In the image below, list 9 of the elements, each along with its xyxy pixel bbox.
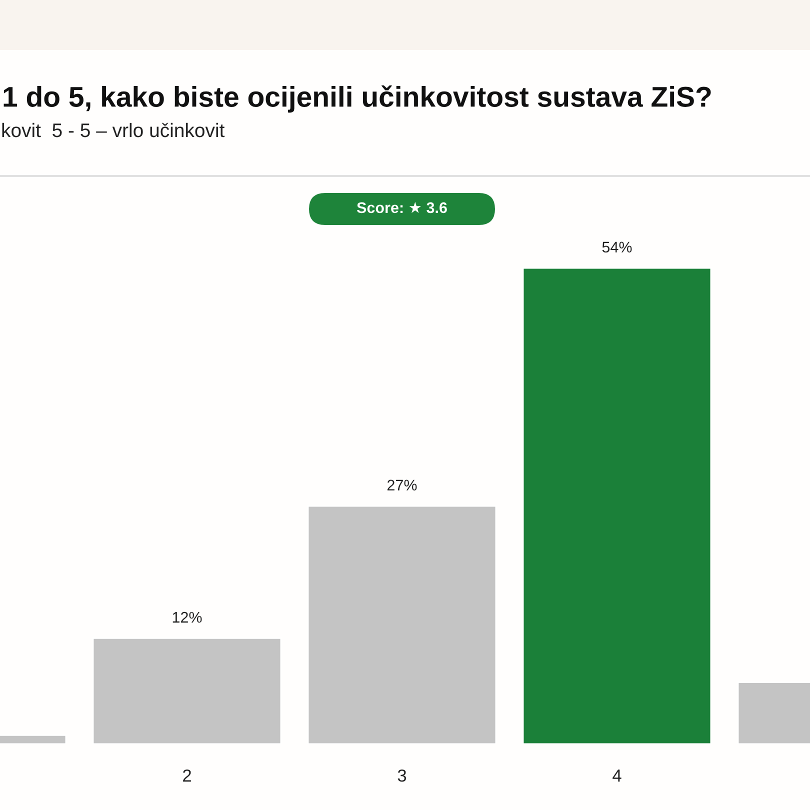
x-tick-label: 4 [612,770,622,782]
x-tick-label: 3 [398,769,406,782]
text: Score: ★ 3.6 [356,202,447,214]
data-label: 27% [387,480,417,490]
data-label: 12% [172,612,202,623]
data-label: 54% [602,242,632,253]
chart-title: 1 do 5, kako biste ocijenili učinkovitost sustava ZiS? [4,85,711,113]
x-tick-label: 2 [183,769,191,782]
chart-subtitle: kovit 5 - 5 – vrlo učinkovit [2,122,225,138]
